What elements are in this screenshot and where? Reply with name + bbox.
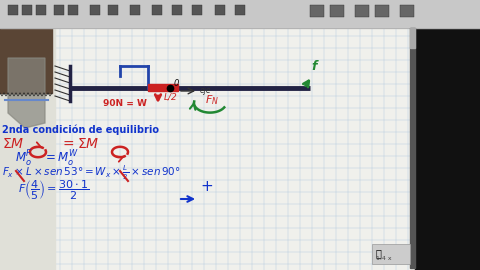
Text: $= M_o^W$: $= M_o^W$ <box>43 149 79 169</box>
Bar <box>372 244 410 264</box>
Text: $M_o^F$: $M_o^F$ <box>15 149 33 169</box>
Bar <box>172 5 182 15</box>
Bar <box>130 5 140 15</box>
Text: 1.4 x: 1.4 x <box>376 256 392 261</box>
Text: 2nda condición de equilibrio: 2nda condición de equilibrio <box>2 124 159 135</box>
Text: $F_x \times L \times sen\,53° = W_x \times \frac{L}{2} \times sen\,90°$: $F_x \times L \times sen\,53° = W_x \tim… <box>2 164 181 182</box>
Bar <box>36 5 46 15</box>
Bar <box>0 28 52 93</box>
Bar <box>310 5 324 17</box>
Text: eje: eje <box>200 86 212 95</box>
Bar <box>400 5 414 17</box>
Bar <box>355 5 369 17</box>
Bar <box>68 5 78 15</box>
Text: $F\left(\dfrac{4}{5}\right) = \dfrac{30 \cdot 1}{2}$: $F\left(\dfrac{4}{5}\right) = \dfrac{30 … <box>18 178 89 202</box>
Bar <box>410 28 415 268</box>
Bar <box>215 5 225 15</box>
Text: $\Sigma M$: $\Sigma M$ <box>2 137 24 151</box>
Text: $= \Sigma M$: $= \Sigma M$ <box>60 137 99 151</box>
Bar <box>152 5 162 15</box>
Text: L/2: L/2 <box>164 93 178 102</box>
Bar <box>375 5 389 17</box>
Text: 90N = W: 90N = W <box>103 99 147 108</box>
Text: 0: 0 <box>174 79 180 88</box>
Bar <box>235 5 245 15</box>
Bar <box>148 84 178 91</box>
Polygon shape <box>8 58 45 128</box>
Text: f: f <box>311 60 316 73</box>
Bar <box>192 5 202 15</box>
Bar <box>90 5 100 15</box>
Text: $F_N$: $F_N$ <box>205 93 219 107</box>
Bar <box>0 0 480 28</box>
Bar <box>22 5 32 15</box>
Bar <box>330 5 344 17</box>
Text: +: + <box>200 179 213 194</box>
Bar <box>410 28 415 48</box>
Bar <box>415 0 480 270</box>
Text: 🔍: 🔍 <box>376 248 382 258</box>
Bar <box>0 28 55 270</box>
Bar <box>54 5 64 15</box>
Bar <box>108 5 118 15</box>
Bar <box>8 5 18 15</box>
